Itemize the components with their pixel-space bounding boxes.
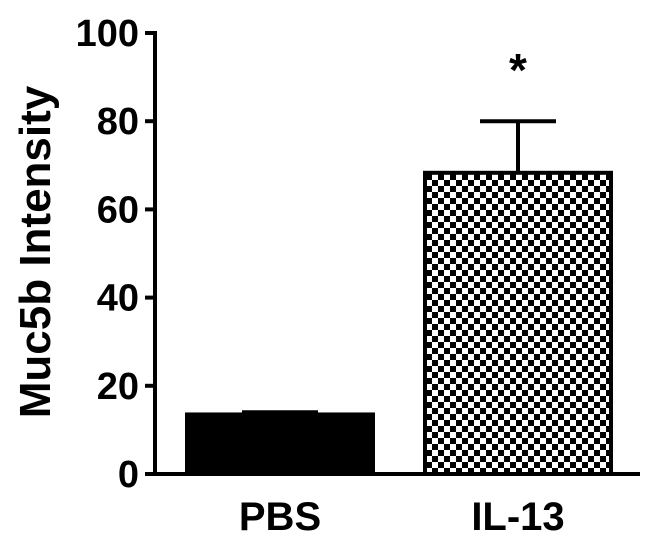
y-tick-label-60: 60 [97, 189, 139, 231]
y-axis-label: Muc5b Intensity [11, 85, 60, 418]
x-tick-label-PBS: PBS [239, 495, 321, 539]
significance-marker-IL-13: * [509, 44, 527, 96]
bar-IL-13 [423, 170, 613, 476]
y-tick-label-0: 0 [118, 454, 139, 496]
bar-PBS [185, 412, 375, 476]
y-tick-label-80: 80 [97, 101, 139, 143]
y-tick-label-20: 20 [97, 366, 139, 408]
x-tick-label-IL-13: IL-13 [471, 495, 564, 539]
plot-area: 0 20 40 60 80 100 PBS IL-13 * [76, 13, 640, 539]
y-tick-label-40: 40 [97, 278, 139, 320]
y-tick-label-100: 100 [76, 13, 139, 55]
